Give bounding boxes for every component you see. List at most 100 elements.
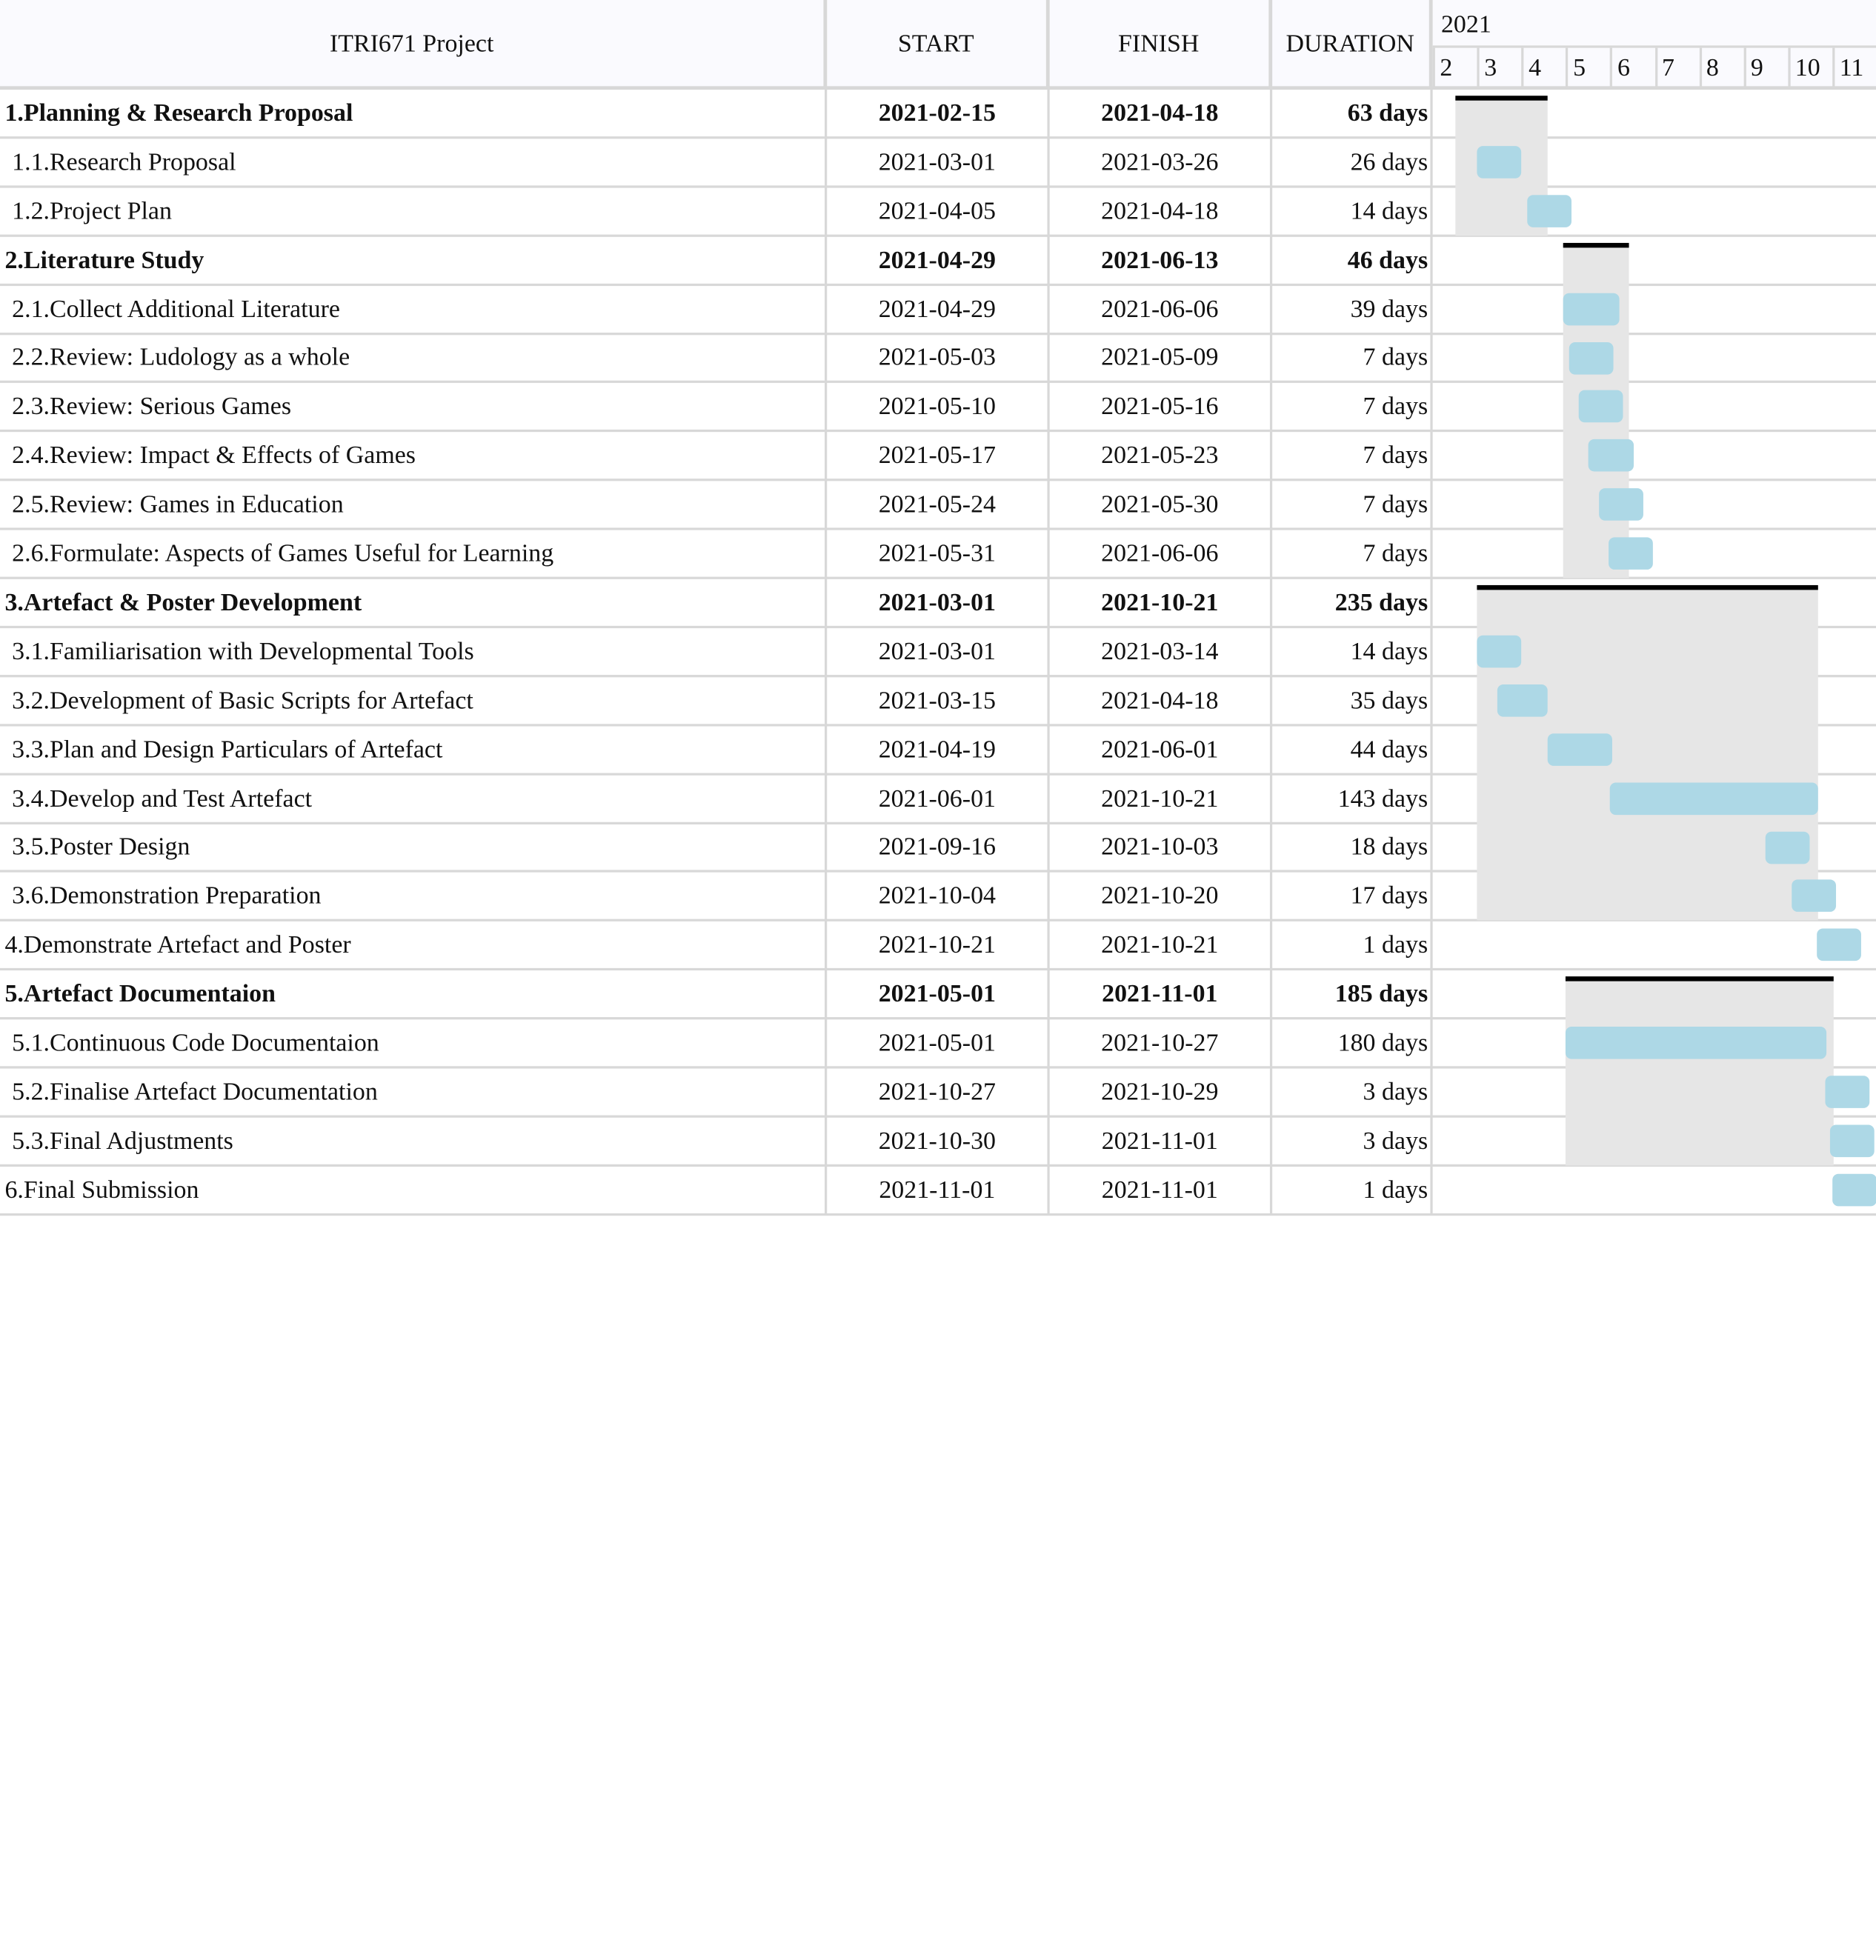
task-start: 2021-04-29 xyxy=(878,244,997,274)
task-start: 2021-05-03 xyxy=(878,342,997,372)
task-duration: 46 days xyxy=(1347,244,1428,274)
task-duration: 17 days xyxy=(1350,881,1428,910)
summary-shade xyxy=(1566,979,1834,1166)
task-duration: 44 days xyxy=(1350,734,1428,764)
task-duration: 3 days xyxy=(1363,1076,1428,1106)
summary-bar xyxy=(1563,242,1630,247)
task-duration: 39 days xyxy=(1350,293,1428,323)
row-divider xyxy=(0,1164,1876,1167)
task-start: 2021-10-21 xyxy=(878,930,997,959)
task-name: 3.3.Plan and Design Particulars of Artef… xyxy=(12,734,443,764)
task-duration: 235 days xyxy=(1334,587,1428,616)
task-finish: 2021-05-16 xyxy=(1101,391,1219,421)
row-divider xyxy=(0,870,1876,873)
task-bar xyxy=(1766,830,1811,864)
month-tick: 10 xyxy=(1788,47,1832,87)
column-header-2: FINISH xyxy=(1048,0,1271,89)
column-divider xyxy=(1269,0,1273,1214)
task-finish: 2021-10-29 xyxy=(1101,1076,1219,1106)
month-tick: 3 xyxy=(1477,47,1522,87)
task-bar xyxy=(1598,488,1643,521)
row-divider xyxy=(0,1115,1876,1118)
row-divider xyxy=(0,968,1876,971)
task-finish: 2021-04-18 xyxy=(1101,196,1219,225)
column-header-1: START xyxy=(825,0,1049,89)
row-divider xyxy=(0,185,1876,188)
task-name: 5.1.Continuous Code Documentaion xyxy=(12,1027,379,1057)
task-finish: 2021-10-21 xyxy=(1101,930,1219,959)
task-finish: 2021-10-20 xyxy=(1101,881,1219,910)
task-finish: 2021-10-27 xyxy=(1101,1027,1219,1057)
task-bar xyxy=(1477,145,1522,179)
task-name: 5.2.Finalise Artefact Documentation xyxy=(12,1076,378,1106)
row-divider xyxy=(0,1066,1876,1069)
year-divider xyxy=(1432,45,1876,48)
task-start: 2021-05-31 xyxy=(878,538,997,567)
row-divider xyxy=(0,332,1876,335)
column-header-0: ITRI671 Project xyxy=(0,0,826,89)
task-start: 2021-05-01 xyxy=(878,979,997,1008)
task-start: 2021-02-15 xyxy=(878,98,997,127)
task-finish: 2021-03-14 xyxy=(1101,636,1219,665)
row-divider xyxy=(0,625,1876,628)
task-name: 3.4.Develop and Test Artefact xyxy=(12,783,313,813)
task-finish: 2021-05-30 xyxy=(1101,489,1219,519)
task-name: 4.Demonstrate Artefact and Poster xyxy=(4,930,351,959)
task-finish: 2021-10-03 xyxy=(1101,832,1219,861)
task-start: 2021-03-01 xyxy=(878,636,997,665)
task-name: 3.1.Familiarisation with Developmental T… xyxy=(12,636,474,665)
task-name: 3.Artefact & Poster Development xyxy=(4,587,362,616)
month-tick: 2 xyxy=(1432,47,1477,87)
summary-shade xyxy=(1477,587,1818,921)
task-name: 2.4.Review: Impact & Effects of Games xyxy=(12,440,416,470)
task-duration: 26 days xyxy=(1350,147,1428,176)
task-duration: 7 days xyxy=(1363,538,1428,567)
column-divider xyxy=(1430,0,1433,1214)
row-divider xyxy=(0,430,1876,433)
task-finish: 2021-11-01 xyxy=(1101,1125,1218,1155)
gantt-chart: ITRI671 Project START FINISH DURATION 2021 2 3… xyxy=(0,0,1876,1216)
task-start: 2021-05-24 xyxy=(878,489,997,519)
task-name: 2.3.Review: Serious Games xyxy=(12,391,292,421)
task-bar xyxy=(1578,390,1623,423)
task-bar xyxy=(1477,635,1522,668)
task-name: 1.Planning & Research Proposal xyxy=(4,98,353,127)
task-duration: 63 days xyxy=(1347,98,1428,127)
task-finish: 2021-10-21 xyxy=(1101,587,1219,616)
task-name: 5.Artefact Documentaion xyxy=(4,979,276,1008)
task-bar xyxy=(1832,1173,1876,1206)
task-finish: 2021-06-13 xyxy=(1101,244,1219,274)
month-tick: 7 xyxy=(1654,47,1699,87)
task-bar xyxy=(1609,537,1654,570)
task-start: 2021-10-27 xyxy=(878,1076,997,1106)
task-duration: 14 days xyxy=(1350,636,1428,665)
task-start: 2021-10-30 xyxy=(878,1125,997,1155)
task-duration: 7 days xyxy=(1363,342,1428,372)
task-name: 2.6.Formulate: Aspects of Games Useful f… xyxy=(12,538,554,567)
task-bar xyxy=(1829,1124,1875,1157)
task-start: 2021-06-01 xyxy=(878,783,997,813)
task-finish: 2021-04-18 xyxy=(1101,98,1219,127)
task-duration: 35 days xyxy=(1350,685,1428,714)
task-start: 2021-10-04 xyxy=(878,881,997,910)
task-bar xyxy=(1589,439,1634,472)
row-divider xyxy=(0,136,1876,139)
row-divider xyxy=(0,381,1876,384)
task-duration: 180 days xyxy=(1337,1027,1428,1057)
month-tick: 11 xyxy=(1832,47,1876,87)
task-name: 3.5.Poster Design xyxy=(12,832,190,861)
task-name: 2.1.Collect Additional Literature xyxy=(12,293,340,323)
task-finish: 2021-11-01 xyxy=(1101,1174,1218,1204)
row-divider xyxy=(0,772,1876,776)
task-name: 3.6.Demonstration Preparation xyxy=(12,881,322,910)
task-start: 2021-09-16 xyxy=(878,832,997,861)
row-divider xyxy=(0,283,1876,286)
task-finish: 2021-03-26 xyxy=(1101,147,1219,176)
task-bar xyxy=(1816,929,1861,961)
task-bar xyxy=(1610,781,1818,815)
row-divider xyxy=(0,87,1876,90)
task-bar xyxy=(1497,684,1549,717)
column-header-3: DURATION xyxy=(1271,0,1432,89)
task-start: 2021-05-10 xyxy=(878,391,997,421)
task-bar xyxy=(1569,341,1614,374)
